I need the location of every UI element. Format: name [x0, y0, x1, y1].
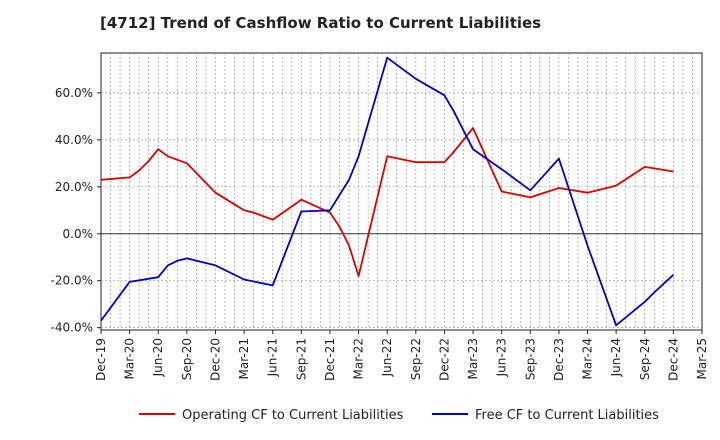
- x-tick-label: Mar-25: [695, 338, 709, 379]
- x-tick-label: Sep-23: [523, 338, 537, 380]
- x-tick-label: Jun-24: [609, 338, 623, 377]
- chart-title: [4712] Trend of Cashflow Ratio to Curren…: [100, 14, 542, 32]
- x-tick-label: Mar-23: [466, 338, 480, 379]
- x-tick-label: Jun-23: [495, 338, 509, 377]
- y-tick-label: 40.0%: [55, 133, 93, 147]
- x-tick-label: Mar-22: [352, 338, 366, 379]
- x-tick-label: Dec-20: [208, 338, 222, 381]
- x-tick-label: Jun-20: [151, 338, 165, 377]
- x-tick-label: Jun-21: [266, 338, 280, 377]
- x-tick-label: Dec-22: [437, 338, 451, 381]
- y-tick-label: 60.0%: [55, 86, 93, 100]
- y-tick-label: 20.0%: [55, 180, 93, 194]
- x-tick-label: Sep-20: [180, 338, 194, 380]
- series-line-1: [100, 127, 674, 277]
- axis-layer: -40.0% -20.0% 0.0% 20.0% 40.0% 60.0% Dec-19 Mar…: [51, 86, 709, 381]
- grid-layer: [101, 53, 702, 330]
- x-tick-label: Mar-21: [237, 338, 251, 379]
- y-tick-label: 0.0%: [63, 227, 94, 241]
- series-line-2: [100, 56, 675, 327]
- y-tick-label: -40.0%: [51, 321, 93, 335]
- x-tick-label: Sep-24: [638, 338, 652, 380]
- legend-label-2: Free CF to Current Liabilities: [475, 408, 659, 423]
- x-tick-label: Sep-21: [294, 338, 308, 380]
- x-tick-label: Mar-24: [581, 338, 595, 379]
- x-tick-label: Dec-23: [552, 338, 566, 381]
- x-tick-label: Sep-22: [409, 338, 423, 380]
- x-tick-label: Dec-21: [323, 338, 337, 381]
- plot-area: [100, 52, 703, 331]
- x-tick-label: Mar-20: [123, 338, 137, 379]
- legend: Operating CF to Current Liabilities Free …: [139, 408, 659, 423]
- x-tick-label: Dec-24: [666, 338, 680, 381]
- legend-label-1: Operating CF to Current Liabilities: [182, 408, 404, 423]
- x-tick-label: Jun-22: [380, 338, 394, 377]
- y-tick-label: -20.0%: [51, 274, 93, 288]
- series-layer: [100, 56, 675, 327]
- x-tick-label: Dec-19: [94, 338, 108, 381]
